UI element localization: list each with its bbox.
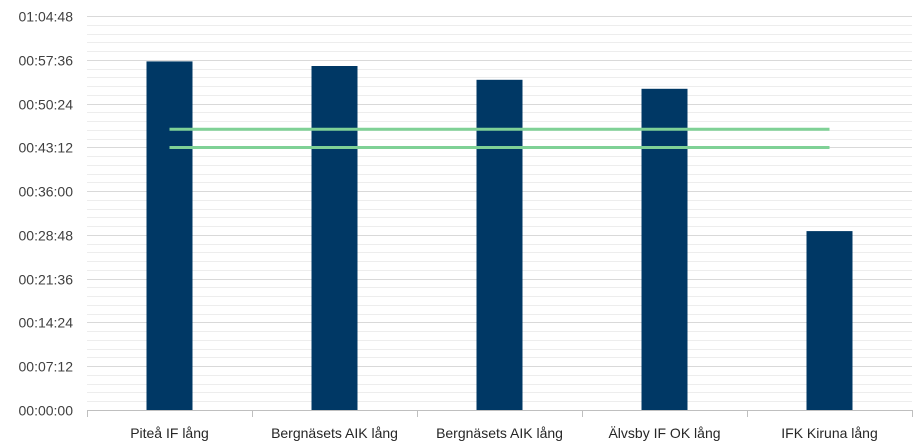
x-category-label: IFK Kiruna lång — [781, 425, 878, 441]
y-tick-label: 00:57:36 — [19, 53, 74, 69]
y-tick-label: 00:36:00 — [19, 184, 74, 200]
y-tick-label: 01:04:48 — [19, 9, 74, 25]
bar — [146, 61, 193, 411]
y-tick-label: 00:50:24 — [19, 97, 74, 113]
bar — [311, 66, 358, 410]
y-axis-tick-labels: 00:00:00 00:07:12 00:14:24 00:21:36 00:28:48… — [19, 9, 74, 419]
x-category-label: Älvsby IF OK lång — [608, 425, 720, 441]
bar-series — [146, 61, 853, 411]
x-category-label: Bergnäsets AIK lång — [436, 425, 563, 441]
x-category-label: Bergnäsets AIK lång — [271, 425, 398, 441]
y-tick-label: 00:21:36 — [19, 272, 74, 288]
x-axis-category-labels: Piteå IF lång Bergnäsets AIK lång Bergnäse… — [130, 425, 878, 441]
reference-lines — [169, 127, 830, 149]
y-tick-label: 00:00:00 — [19, 403, 74, 419]
y-tick-label: 00:43:12 — [19, 140, 74, 156]
bar — [806, 231, 853, 410]
bar — [641, 88, 688, 411]
y-tick-label: 00:14:24 — [19, 315, 74, 331]
y-tick-label: 00:07:12 — [19, 359, 74, 375]
x-category-label: Piteå IF lång — [130, 425, 209, 441]
y-tick-label: 00:28:48 — [19, 228, 74, 244]
bar — [476, 79, 523, 411]
x-axis — [87, 410, 913, 417]
